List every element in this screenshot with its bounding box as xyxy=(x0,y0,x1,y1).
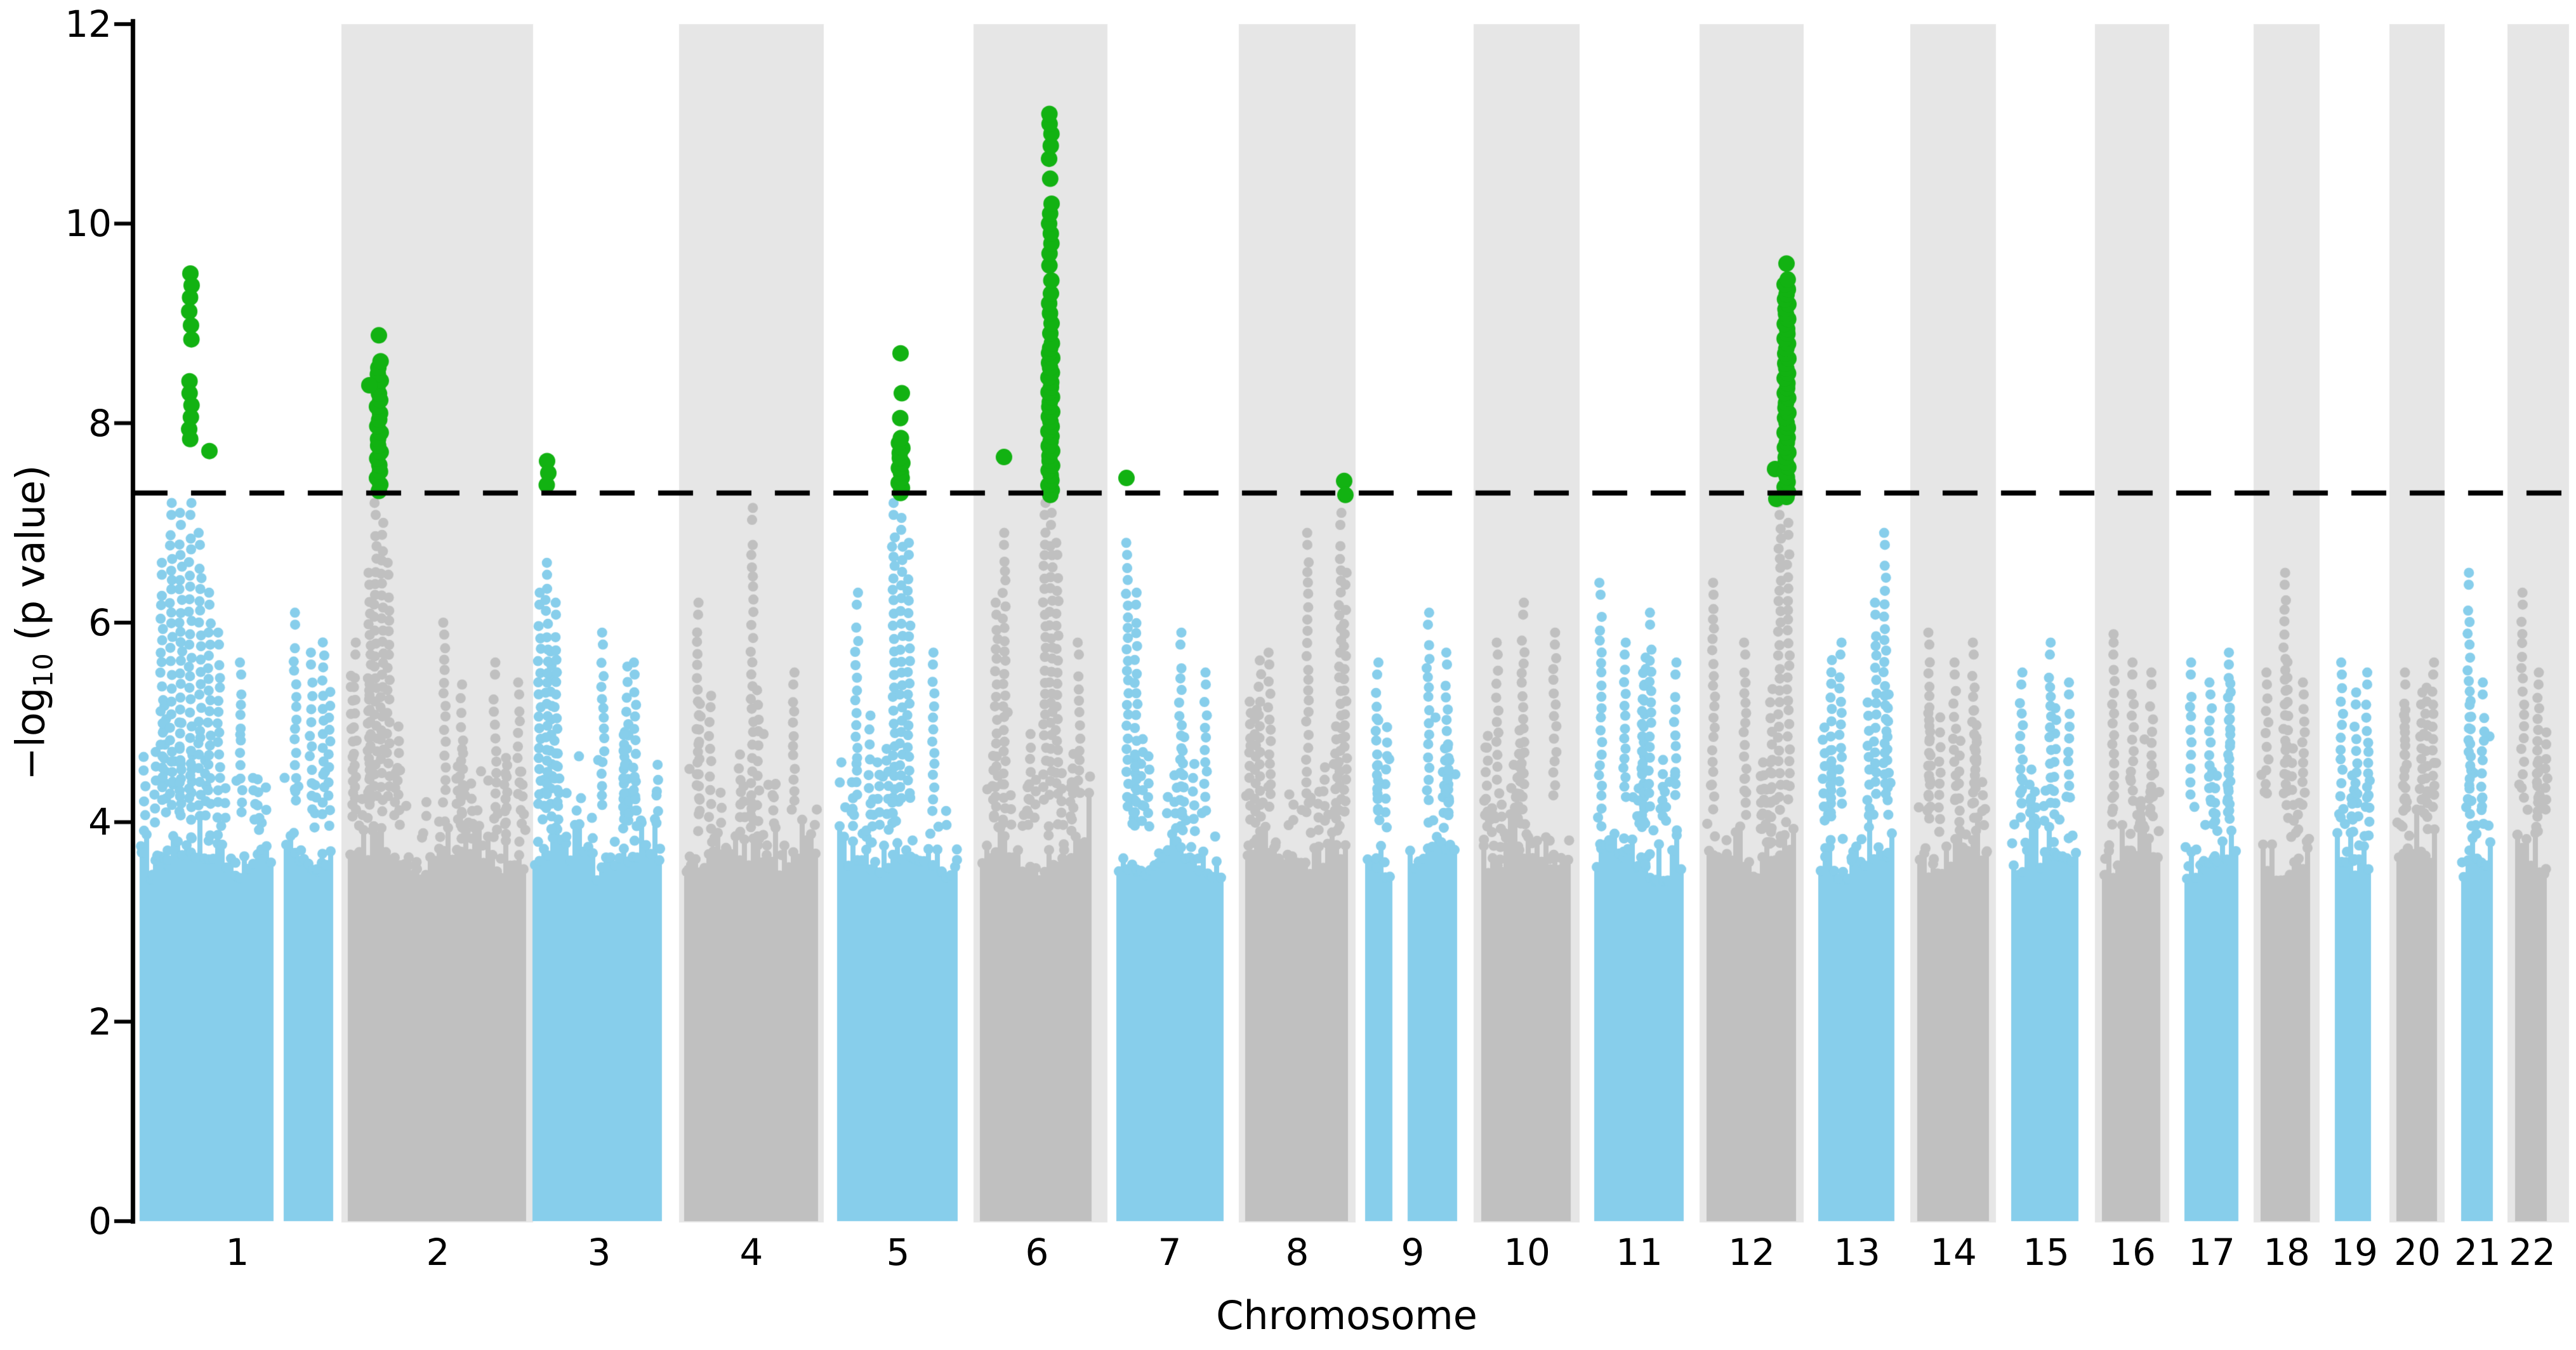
x-label-chr4: 4 xyxy=(739,1231,763,1274)
x-label-chr17: 17 xyxy=(2188,1231,2235,1274)
y-tick-label-4: 4 xyxy=(88,800,112,844)
y-axis-title-suffix: (p value) xyxy=(7,465,54,654)
x-label-chr6: 6 xyxy=(1025,1231,1049,1274)
y-axis-title-prefix: −log xyxy=(7,687,54,781)
x-label-chr9: 9 xyxy=(1401,1231,1425,1274)
x-label-chr14: 14 xyxy=(1930,1231,1977,1274)
x-label-chr5: 5 xyxy=(886,1231,910,1274)
x-label-chr21: 21 xyxy=(2454,1231,2501,1274)
y-tick-label-2: 2 xyxy=(88,1000,112,1043)
y-axis-title: −log10 (p value) xyxy=(7,465,58,781)
x-label-chr12: 12 xyxy=(1728,1231,1775,1274)
x-label-chr16: 16 xyxy=(2109,1231,2156,1274)
x-label-chr7: 7 xyxy=(1158,1231,1182,1274)
x-label-chr8: 8 xyxy=(1285,1231,1309,1274)
y-tick-label-8: 8 xyxy=(88,401,112,445)
y-tick-label-12: 12 xyxy=(65,3,112,46)
x-axis-title: Chromosome xyxy=(1216,1292,1477,1339)
y-tick-label-6: 6 xyxy=(88,601,112,644)
y-tick-label-10: 10 xyxy=(65,202,112,246)
x-label-chr2: 2 xyxy=(426,1231,450,1274)
x-label-chr20: 20 xyxy=(2394,1231,2441,1274)
x-label-chr1: 1 xyxy=(225,1231,249,1274)
y-tick-label-0: 0 xyxy=(88,1200,112,1243)
x-label-chr11: 11 xyxy=(1616,1231,1663,1274)
x-label-chr19: 19 xyxy=(2331,1231,2378,1274)
x-label-chr15: 15 xyxy=(2023,1231,2070,1274)
x-label-chr10: 10 xyxy=(1503,1231,1550,1274)
x-label-chr3: 3 xyxy=(587,1231,611,1274)
x-label-chr18: 18 xyxy=(2263,1231,2310,1274)
y-axis-title-subscript: 10 xyxy=(27,653,59,687)
x-label-chr22: 22 xyxy=(2509,1231,2556,1274)
x-label-chr13: 13 xyxy=(1833,1231,1880,1274)
